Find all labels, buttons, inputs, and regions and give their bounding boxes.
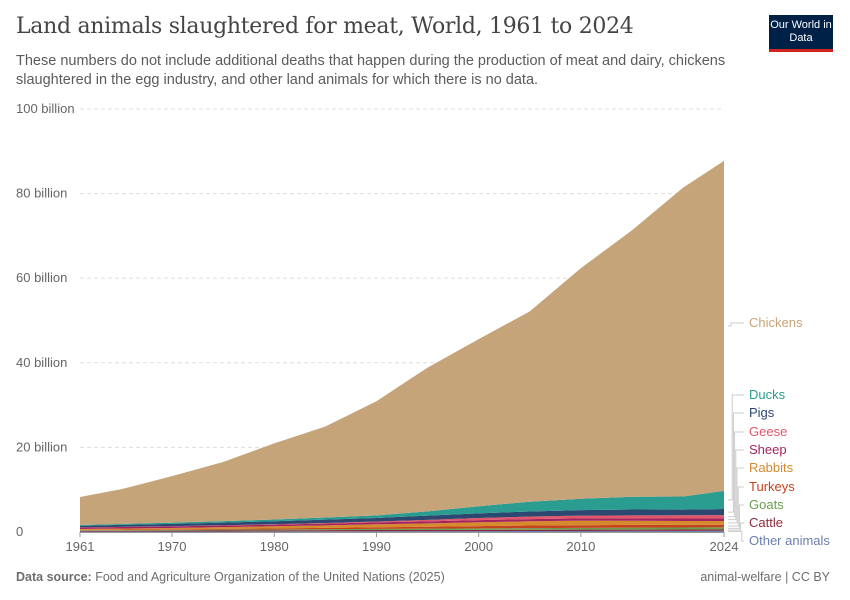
legend-connector bbox=[728, 522, 744, 531]
legend-connector bbox=[728, 486, 744, 527]
legend-connector bbox=[728, 412, 744, 513]
y-tick-label: 100 billion bbox=[16, 101, 75, 116]
legend-label-geese[interactable]: Geese bbox=[749, 424, 787, 439]
legend-label-rabbits[interactable]: Rabbits bbox=[749, 460, 794, 475]
legend-connector bbox=[728, 449, 744, 521]
x-tick-label: 1990 bbox=[362, 539, 391, 554]
y-tick-label: 0 bbox=[16, 524, 23, 539]
area-turkeys[interactable] bbox=[80, 524, 724, 531]
area-sheep[interactable] bbox=[80, 518, 724, 529]
legend-label-turkeys[interactable]: Turkeys bbox=[749, 479, 795, 494]
legend-connector bbox=[728, 322, 744, 327]
data-source: Data source: Food and Agriculture Organi… bbox=[16, 570, 445, 584]
legend-label-ducks[interactable]: Ducks bbox=[749, 387, 786, 402]
owid-logo[interactable]: Our World in Data bbox=[769, 15, 833, 52]
chart-subtitle: These numbers do not include additional … bbox=[16, 53, 726, 88]
y-tick-label: 40 billion bbox=[16, 355, 67, 370]
area-cattle[interactable] bbox=[80, 529, 724, 532]
area-other-animals[interactable] bbox=[80, 530, 724, 532]
x-tick-label: 1961 bbox=[66, 539, 95, 554]
source-text[interactable]: Food and Agriculture Organization of the… bbox=[95, 570, 445, 584]
chart-title: Land animals slaughtered for meat, World… bbox=[16, 14, 634, 39]
area-pigs[interactable] bbox=[80, 509, 724, 528]
area-rabbits[interactable] bbox=[80, 520, 724, 530]
legend-label-goats[interactable]: Goats bbox=[749, 497, 784, 512]
legend-label-sheep[interactable]: Sheep bbox=[749, 442, 787, 457]
legend-connector bbox=[728, 431, 744, 518]
legend-label-pigs[interactable]: Pigs bbox=[749, 405, 775, 420]
x-tick-label: 2010 bbox=[566, 539, 595, 554]
legend-connector bbox=[728, 530, 744, 542]
legend-connector bbox=[728, 467, 744, 524]
legend-connector bbox=[728, 504, 744, 529]
area-ducks[interactable] bbox=[80, 490, 724, 526]
source-label: Data source: bbox=[16, 570, 92, 584]
legend-label-chickens[interactable]: Chickens bbox=[749, 315, 803, 330]
logo-text: Our World in Data bbox=[770, 19, 832, 44]
y-tick-label: 20 billion bbox=[16, 439, 67, 454]
legend-connector bbox=[728, 394, 744, 501]
y-tick-label: 80 billion bbox=[16, 186, 67, 201]
x-tick-label: 1980 bbox=[260, 539, 289, 554]
x-tick-label: 2000 bbox=[464, 539, 493, 554]
x-tick-label: 1970 bbox=[158, 539, 187, 554]
license[interactable]: animal-welfare | CC BY bbox=[700, 570, 830, 584]
legend-label-other-animals[interactable]: Other animals bbox=[749, 533, 830, 548]
area-goats[interactable] bbox=[80, 527, 724, 531]
area-geese[interactable] bbox=[80, 515, 724, 528]
y-tick-label: 60 billion bbox=[16, 270, 67, 285]
x-tick-label: 2024 bbox=[710, 539, 739, 554]
area-chickens[interactable] bbox=[80, 160, 724, 525]
legend-label-cattle[interactable]: Cattle bbox=[749, 515, 783, 530]
